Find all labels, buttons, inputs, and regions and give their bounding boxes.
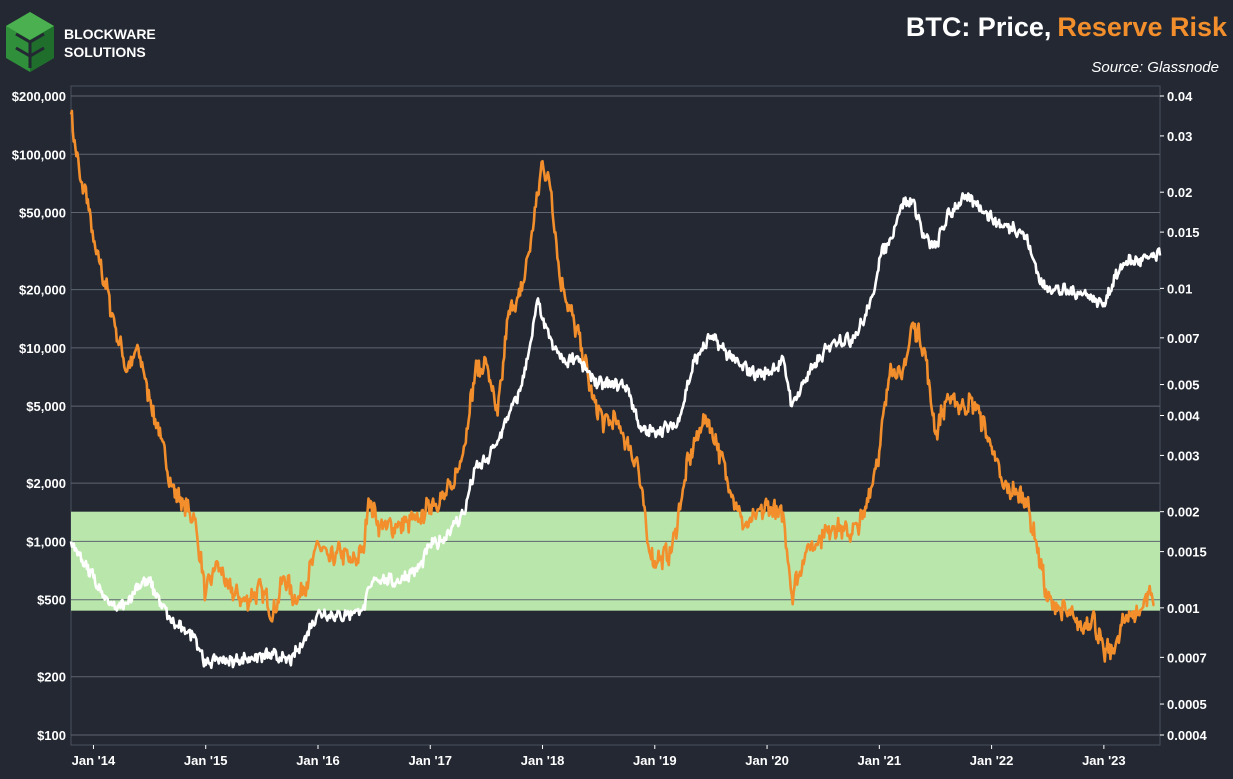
right-tick-label: 0.004	[1167, 409, 1200, 424]
logo: BLOCKWARE SOLUTIONS	[6, 12, 156, 72]
x-axis: Jan '14 Jan '15 Jan '16 Jan '17 Jan '18 Jan '…	[72, 745, 1126, 768]
x-tick-label: Jan '23	[1082, 753, 1126, 768]
x-tick-label: Jan '21	[858, 753, 902, 768]
right-tick-label: 0.0004	[1167, 728, 1208, 743]
chart-subtitle: Source: Glassnode	[1091, 59, 1219, 76]
left-tick-label: $5,000	[26, 399, 66, 414]
x-tick-label: Jan '16	[296, 753, 340, 768]
right-tick-label: 0.03	[1167, 129, 1192, 144]
left-tick-label: $50,000	[19, 206, 66, 221]
left-axis: $200,000 $100,000 $50,000 $20,000 $10,000 $5,…	[12, 89, 66, 743]
right-tick-label: 0.002	[1167, 505, 1200, 520]
right-tick-label: 0.015	[1167, 225, 1200, 240]
series-layer	[69, 109, 1162, 670]
price-line	[69, 192, 1162, 670]
left-tick-label: $100,000	[12, 147, 66, 162]
left-tick-label: $100	[37, 728, 66, 743]
left-tick-label: $500	[37, 593, 66, 608]
right-tick-label: 0.005	[1167, 378, 1200, 393]
right-axis: 0.04 0.03 0.02 0.015 0.01 0.007 0.005 0.004 0.00…	[1160, 89, 1208, 743]
x-tick-label: Jan '22	[970, 753, 1014, 768]
x-tick-label: Jan '18	[521, 753, 565, 768]
right-tick-label: 0.01	[1167, 281, 1192, 296]
logo-cube-icon	[6, 12, 54, 72]
chart-title-part2: Reserve Risk	[1057, 12, 1228, 42]
logo-line2: SOLUTIONS	[64, 44, 146, 60]
right-tick-label: 0.003	[1167, 448, 1200, 463]
right-tick-label: 0.0015	[1167, 545, 1207, 560]
right-tick-label: 0.04	[1167, 89, 1193, 104]
reserve-risk-line	[69, 109, 1155, 663]
x-tick-label: Jan '14	[72, 753, 116, 768]
x-tick-label: Jan '19	[633, 753, 677, 768]
left-tick-label: $10,000	[19, 341, 66, 356]
left-tick-label: $200	[37, 670, 66, 685]
chart-title-part1: BTC: Price,	[906, 12, 1052, 42]
logo-line1: BLOCKWARE	[64, 26, 156, 42]
left-tick-label: $200,000	[12, 89, 66, 104]
x-tick-label: Jan '17	[408, 753, 452, 768]
right-tick-label: 0.0007	[1167, 650, 1207, 665]
left-tick-label: $20,000	[19, 283, 66, 298]
left-tick-label: $1,000	[26, 534, 66, 549]
right-tick-label: 0.007	[1167, 331, 1200, 346]
x-tick-label: Jan '20	[745, 753, 789, 768]
right-tick-label: 0.0005	[1167, 697, 1207, 712]
right-tick-label: 0.02	[1167, 185, 1192, 200]
left-tick-label: $2,000	[26, 476, 66, 491]
grid-layer	[71, 95, 1160, 736]
chart-title: BTC: Price, Reserve Risk	[906, 12, 1228, 42]
right-tick-label: 0.001	[1167, 601, 1200, 616]
x-tick-label: Jan '15	[184, 753, 228, 768]
